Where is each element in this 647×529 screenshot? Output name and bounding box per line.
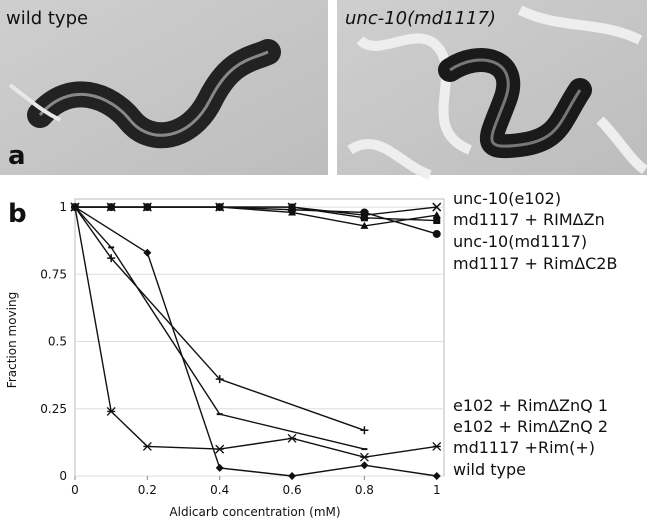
marker	[107, 203, 116, 211]
series	[70, 202, 442, 220]
marker	[288, 208, 297, 216]
x-tick-label: 1	[433, 483, 441, 497]
series-line	[74, 206, 365, 431]
marker	[359, 452, 369, 462]
marker	[215, 444, 225, 454]
plot-frame	[74, 198, 445, 477]
marker	[287, 433, 297, 443]
photo-right	[337, 0, 647, 180]
marker	[360, 221, 369, 229]
series	[71, 203, 441, 480]
y-tick-label: 0.5	[48, 335, 67, 349]
legend-entry: md1117 + RimΔC2B	[453, 254, 617, 273]
marker	[432, 202, 442, 212]
marker	[360, 214, 368, 222]
marker	[432, 441, 442, 451]
marker	[360, 461, 369, 470]
legend-entry: e102 + RimΔZnQ 2	[453, 417, 608, 436]
x-axis-label: Aldicarb concentration (mM)	[169, 505, 340, 519]
marker	[143, 203, 152, 211]
series-line	[74, 206, 437, 458]
marker	[360, 426, 369, 435]
x-tick-label: 0.4	[210, 483, 229, 497]
photo-left	[0, 0, 328, 175]
legend-entry: md1117 + RIMΔZn	[453, 210, 605, 229]
marker	[215, 375, 224, 384]
x-tick-label: 0.6	[283, 483, 302, 497]
series	[72, 206, 368, 451]
marker	[288, 472, 297, 480]
series	[71, 203, 441, 238]
photo-caption: unc-10(md1117)	[345, 8, 496, 29]
y-tick-label: 0	[59, 469, 67, 483]
x-tick-label: 0	[71, 483, 79, 497]
x-tick-label: 0.2	[138, 483, 157, 497]
panel-letter: b	[8, 199, 27, 229]
series-line	[74, 206, 437, 477]
y-tick-label: 0.75	[40, 267, 67, 281]
legend-entry: md1117 +Rim(+)	[453, 438, 595, 457]
y-tick-label: 1	[59, 200, 67, 214]
marker	[107, 254, 116, 263]
series-line	[74, 206, 365, 450]
series-line	[75, 206, 437, 235]
x-tick-label: 0.8	[355, 483, 374, 497]
series	[71, 203, 441, 229]
series	[70, 202, 442, 462]
marker	[215, 203, 224, 211]
marker	[432, 472, 441, 480]
marker	[215, 463, 224, 472]
marker	[143, 248, 152, 257]
marker	[433, 217, 441, 225]
legend-entry: wild type	[453, 460, 526, 479]
marker	[106, 406, 116, 416]
panel-letter: a	[8, 141, 26, 171]
legend-entry: unc-10(md1117)	[453, 232, 587, 251]
marker	[432, 211, 441, 219]
photo-caption: wild type	[6, 8, 88, 29]
marker	[432, 229, 441, 238]
y-axis-label: Fraction moving	[5, 292, 19, 388]
legend-entry: unc-10(e102)	[453, 189, 561, 208]
y-tick-label: 0.25	[40, 402, 67, 416]
marker	[142, 441, 152, 451]
marker	[360, 208, 369, 217]
series	[71, 203, 369, 435]
series-line	[75, 206, 437, 227]
legend-entry: e102 + RimΔZnQ 1	[453, 396, 608, 415]
marker	[71, 203, 79, 212]
